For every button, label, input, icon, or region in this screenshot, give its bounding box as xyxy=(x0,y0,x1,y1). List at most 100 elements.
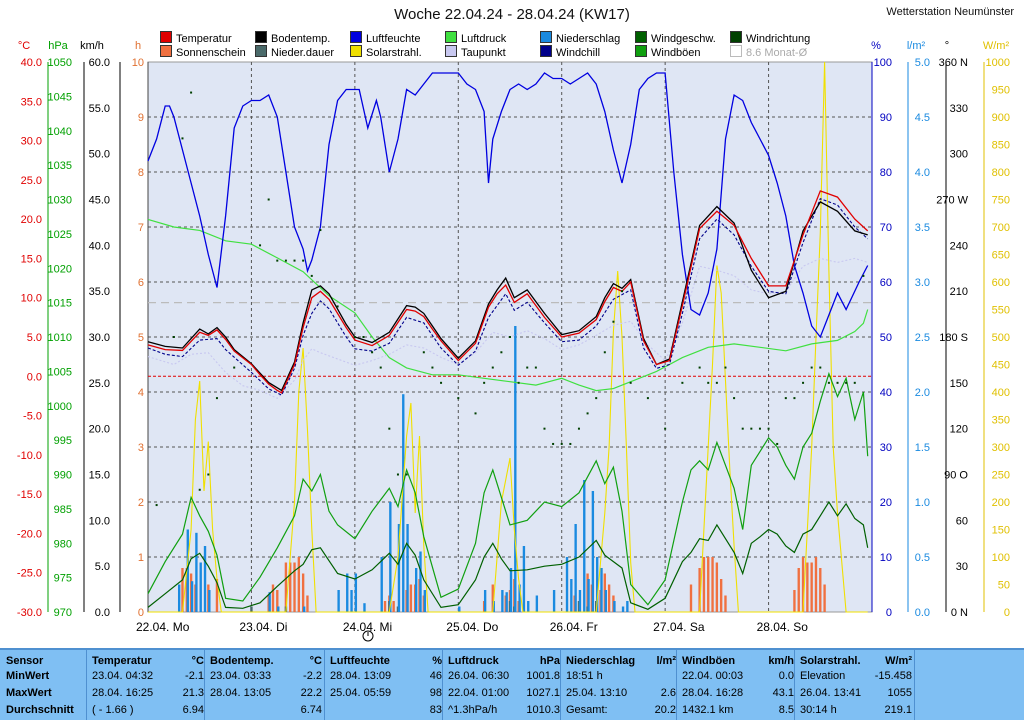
sunshine-bar xyxy=(793,590,796,612)
wind-direction-point xyxy=(491,366,494,369)
legend-swatch xyxy=(730,31,742,43)
legend-swatch xyxy=(540,45,552,57)
legend-swatch xyxy=(445,31,457,43)
tick-label-sun: 0 xyxy=(138,607,144,619)
wind-direction-point xyxy=(776,442,779,445)
wind-direction-point xyxy=(422,351,425,354)
rain-bar xyxy=(483,590,487,612)
legend-label: Bodentemp. xyxy=(271,33,331,45)
wind-direction-point xyxy=(181,137,184,140)
tick-label-temp: 35.0 xyxy=(21,96,42,108)
tick-label-dir: 30 xyxy=(956,561,968,573)
sunshine-bar xyxy=(819,568,822,612)
tick-label-sun: 10 xyxy=(132,57,144,69)
axis-unit-hum: % xyxy=(871,40,881,52)
axis-unit-temp: °C xyxy=(18,40,30,52)
sunshine-bar xyxy=(724,595,727,612)
tick-label-hum: 50 xyxy=(880,332,892,344)
stats-cell-label: 25.04. 05:59 xyxy=(330,687,392,699)
tick-label-rain: 3.0 xyxy=(915,277,930,289)
legend-swatch xyxy=(350,45,362,57)
legend-label: 8.6 Monat-Ø xyxy=(746,47,808,59)
humidity-line xyxy=(147,72,869,339)
rain-bar xyxy=(389,502,392,612)
rain-bar xyxy=(621,606,625,612)
tick-label-press: 995 xyxy=(54,435,72,447)
legend-swatch xyxy=(635,45,647,57)
day-label: 23.04. Di xyxy=(239,620,287,634)
stats-header: Solarstrahl. xyxy=(800,655,861,667)
tick-label-temp: 20.0 xyxy=(21,214,42,226)
chart-legend: Temperatur Sonnenschein Bodentemp. Nieder.d… xyxy=(160,31,860,61)
wind-direction-point xyxy=(526,366,529,369)
tick-label-press: 1045 xyxy=(48,91,72,103)
legend-item: Windböen xyxy=(635,45,701,59)
wind-direction-point xyxy=(267,198,270,201)
wind-direction-point xyxy=(336,305,339,308)
legend-swatch xyxy=(350,31,362,43)
wind-direction-point xyxy=(724,366,727,369)
tick-label-dir: 180 S xyxy=(939,332,968,344)
legend-item: Nieder.dauer xyxy=(255,45,334,59)
tick-label-hum: 0 xyxy=(886,607,892,619)
stats-separator xyxy=(914,650,915,720)
sunshine-bar xyxy=(823,584,826,612)
rain-bar xyxy=(626,601,629,612)
station-name: Wetterstation Neumünster xyxy=(886,6,1014,18)
tick-label-press: 1040 xyxy=(48,126,72,138)
wind-direction-point xyxy=(362,336,365,338)
rain-bar xyxy=(509,568,513,612)
stats-header: Luftfeuchte xyxy=(330,655,390,667)
tick-label-hum: 30 xyxy=(880,442,892,454)
wind-direction-point xyxy=(207,473,210,476)
stats-col: Luftfeuchte% 28.04. 13:09 46 25.04. 05:59 98… xyxy=(330,654,442,718)
legend-label: Windrichtung xyxy=(746,33,811,45)
stats-cell-label: 28.04. 16:28 xyxy=(682,687,744,699)
axis-unit-press: hPa xyxy=(48,40,68,52)
sunshine-bar xyxy=(289,562,292,612)
stats-cell-value: 21.3 xyxy=(182,687,204,699)
tick-label-dir: 150 xyxy=(950,378,968,390)
sunshine-bar xyxy=(715,562,719,612)
wind-direction-point xyxy=(845,381,848,384)
tick-label-press: 1005 xyxy=(48,366,72,378)
wind-direction-point xyxy=(577,427,580,430)
stats-row-label: MinWert xyxy=(6,670,50,682)
tick-label-wind: 40.0 xyxy=(89,240,110,252)
tick-label-wind: 15.0 xyxy=(89,470,110,482)
tick-label-hum: 20 xyxy=(880,497,892,509)
day-label: 26.04. Fr xyxy=(550,620,598,634)
stats-cell-label: ( - 1.66 ) xyxy=(92,704,134,716)
legend-swatch xyxy=(160,45,172,57)
tick-label-solar: 0 xyxy=(1004,607,1010,619)
rain-bar xyxy=(574,524,577,612)
wind-direction-point xyxy=(836,381,839,384)
wind-direction-point xyxy=(681,381,684,384)
tick-label-wind: 45.0 xyxy=(89,195,110,207)
wind-direction-point xyxy=(603,351,606,354)
sunshine-bar xyxy=(719,579,723,612)
tick-label-dir: 360 N xyxy=(939,57,968,69)
tick-label-press: 970 xyxy=(54,607,72,619)
stats-cell-value: 219.1 xyxy=(884,704,912,716)
tick-label-press: 1035 xyxy=(48,160,72,172)
rain-bar xyxy=(505,592,508,612)
tick-label-solar: 950 xyxy=(992,85,1010,97)
stats-cell-value: 1027.1 xyxy=(526,687,560,699)
stats-cell-value: 1010.3 xyxy=(526,704,560,716)
stats-unit: % xyxy=(432,655,442,667)
sunshine-bar xyxy=(383,601,387,612)
tick-label-press: 985 xyxy=(54,504,72,516)
sunshine-bar xyxy=(271,584,275,612)
tick-label-solar: 1000 xyxy=(986,57,1010,69)
stats-cell-label: 1432.1 km xyxy=(682,704,734,716)
rain-bar xyxy=(354,573,358,612)
rain-bar xyxy=(596,557,599,612)
wind-direction-point xyxy=(612,320,615,323)
tick-label-dir: 270 W xyxy=(936,195,968,207)
tick-label-temp: -5.0 xyxy=(23,411,42,423)
tick-label-temp: 10.0 xyxy=(21,293,42,305)
rain-bar xyxy=(565,557,569,612)
stats-header: Temperatur xyxy=(92,655,152,667)
wind-direction-point xyxy=(353,336,356,338)
